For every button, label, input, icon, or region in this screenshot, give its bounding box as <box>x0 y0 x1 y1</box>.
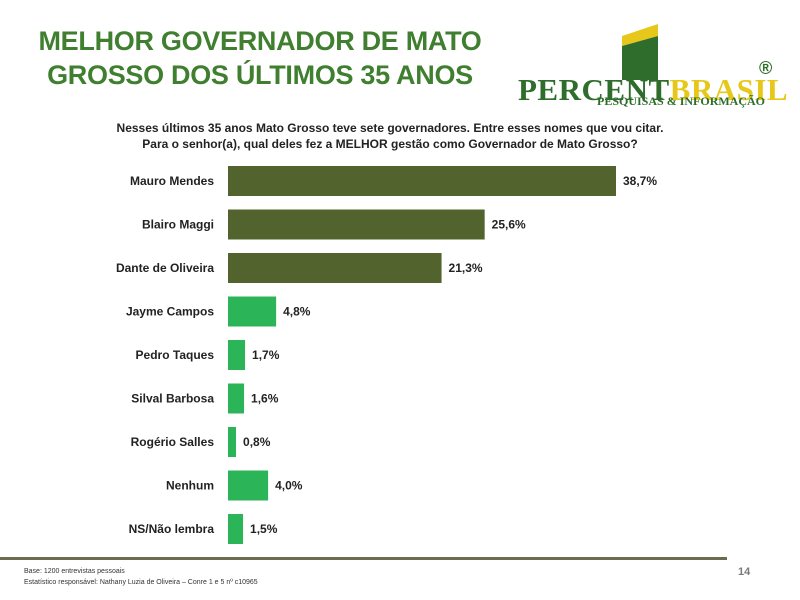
logo-flag-icon <box>622 24 658 80</box>
bar-3 <box>228 296 277 327</box>
footer-divider <box>0 557 727 560</box>
bar-5 <box>228 383 245 414</box>
question-line-2: Para o senhor(a), qual deles fez a MELHO… <box>142 137 638 151</box>
bar-chart: Mauro Mendes 38,7% Blairo Maggi 25,6% Dante … <box>116 166 657 544</box>
value-label-8: 1,5% <box>250 522 278 536</box>
page-number: 14 <box>738 566 751 578</box>
category-label-8: NS/Não lembra <box>129 522 215 536</box>
category-label-6: Rogério Salles <box>131 435 215 449</box>
value-label-4: 1,7% <box>252 348 280 362</box>
percentbrasil-logo: PERCENTBRASIL ® PESQUISAS & INFORMAÇÃO <box>515 18 788 113</box>
value-label-6: 0,8% <box>243 435 271 449</box>
value-label-0: 38,7% <box>623 174 657 188</box>
survey-question: Nesses últimos 35 anos Mato Grosso teve … <box>90 120 690 152</box>
bar-1 <box>228 209 485 240</box>
category-label-2: Dante de Oliveira <box>116 261 214 275</box>
category-label-3: Jayme Campos <box>126 305 214 319</box>
category-label-1: Blairo Maggi <box>142 218 214 232</box>
title-line-1: MELHOR GOVERNADOR DE MATO <box>38 26 482 56</box>
value-label-5: 1,6% <box>251 392 279 406</box>
bar-4 <box>228 340 246 370</box>
logo-tagline: PESQUISAS & INFORMAÇÃO <box>597 94 766 108</box>
value-label-1: 25,6% <box>492 218 526 232</box>
category-label-7: Nenhum <box>166 479 214 493</box>
bar-0 <box>228 166 616 196</box>
page-title: MELHOR GOVERNADOR DE MATO GROSSO DOS ÚLT… <box>30 24 490 92</box>
footer-statistician: Estatístico responsável: Nathany Luzia d… <box>24 579 258 586</box>
category-label-5: Silval Barbosa <box>131 392 214 406</box>
bar-6 <box>228 427 237 457</box>
bar-8 <box>228 514 244 544</box>
bar-2 <box>228 253 442 283</box>
logo-wordmark: PERCENTBRASIL <box>518 72 788 108</box>
category-label-4: Pedro Taques <box>136 348 215 362</box>
title-line-2: GROSSO DOS ÚLTIMOS 35 ANOS <box>47 60 473 90</box>
question-line-1: Nesses últimos 35 anos Mato Grosso teve … <box>116 121 664 135</box>
footer-sample-base: Base: 1200 entrevistas pessoais <box>24 568 125 575</box>
logo-word-brasil: BRASIL <box>669 72 789 107</box>
category-label-0: Mauro Mendes <box>130 174 214 188</box>
logo-registered-mark: ® <box>759 58 773 78</box>
value-label-3: 4,8% <box>283 305 311 319</box>
value-label-7: 4,0% <box>275 479 303 493</box>
logo-word-percent: PERCENT <box>518 72 670 107</box>
bar-7 <box>228 470 269 501</box>
value-label-2: 21,3% <box>449 261 483 275</box>
